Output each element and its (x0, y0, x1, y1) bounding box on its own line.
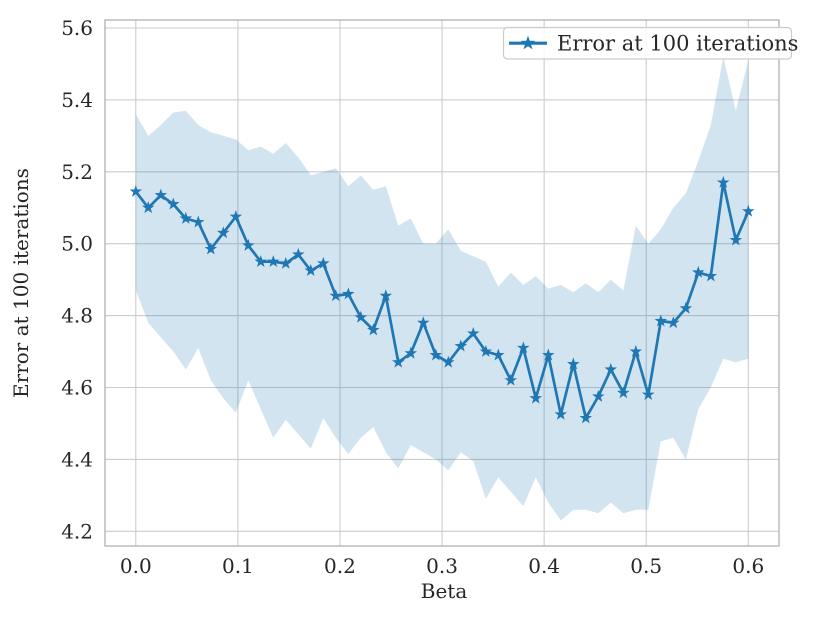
data-point-star (504, 373, 518, 386)
x-tick-label: 0.2 (324, 554, 356, 578)
star-markers (129, 175, 755, 424)
data-point-star (129, 184, 143, 197)
legend-box (502, 26, 793, 60)
x-tick-label: 0.0 (120, 554, 152, 578)
data-point-star (742, 204, 755, 217)
data-point-star (567, 357, 580, 370)
data-point-star (554, 407, 568, 420)
x-tick-label: 0.1 (222, 554, 254, 578)
data-point-star (367, 323, 380, 336)
data-point-star (391, 355, 405, 368)
data-point-star (342, 287, 355, 300)
data-point-star (304, 264, 318, 276)
x-tick-labels: 0.0 0.1 0.2 0.3 0.4 0.5 0.6 (120, 554, 764, 578)
data-point-star (229, 210, 243, 223)
y-tick-label: 4.6 (61, 376, 93, 400)
data-point-star (292, 247, 305, 260)
y-tick-labels: 4.2 4.4 4.6 4.8 5.0 5.2 5.4 5.6 (61, 16, 93, 543)
data-point-star (579, 411, 593, 424)
data-point-star (617, 386, 630, 399)
legend-label: Error at 100 iterations (557, 32, 798, 56)
y-axis-label: Error at 100 iterations (9, 168, 33, 398)
data-point-star (641, 388, 655, 401)
y-tick-label: 4.8 (61, 304, 93, 328)
x-axis-label: Beta (421, 579, 468, 603)
data-point-star (179, 211, 193, 224)
data-point-star (592, 389, 605, 402)
data-point-star (517, 341, 530, 354)
data-point-star (404, 346, 418, 359)
data-point-star (154, 188, 168, 201)
data-point-star (542, 348, 555, 361)
x-tick-label: 0.6 (732, 554, 764, 578)
y-tick-label: 5.0 (61, 232, 93, 256)
data-point-star (442, 355, 455, 368)
x-tick-label: 0.5 (630, 554, 662, 578)
data-point-star (204, 242, 218, 255)
data-point-star (192, 215, 205, 228)
data-point-star (679, 301, 693, 314)
data-point-star (692, 265, 705, 278)
legend: Error at 100 iterations (502, 26, 798, 60)
data-point-star (217, 226, 230, 239)
data-point-star (329, 289, 343, 302)
legend-star-icon (520, 35, 536, 50)
data-point-star (529, 391, 543, 404)
data-point-star (704, 269, 718, 282)
y-tick-label: 5.6 (61, 16, 93, 40)
data-point-star (629, 344, 643, 357)
error-line (134, 181, 750, 420)
y-tick-label: 5.2 (61, 160, 93, 184)
data-point-star (379, 289, 393, 302)
data-point-star (416, 316, 430, 329)
data-point-star (492, 348, 505, 361)
data-point-star (479, 344, 493, 357)
data-point-star (166, 197, 180, 210)
data-point-star (654, 314, 668, 327)
data-point-star (729, 233, 743, 246)
y-tick-label: 4.4 (61, 447, 93, 471)
data-point-star (454, 339, 468, 352)
data-point-star (467, 326, 480, 339)
data-point-star (242, 238, 255, 251)
y-tick-label: 4.2 (61, 519, 93, 543)
gridlines (105, 20, 779, 546)
data-point-star (717, 175, 730, 188)
data-point-star (279, 256, 293, 269)
data-point-star (666, 316, 680, 329)
data-point-star (267, 255, 280, 268)
data-point-star (354, 310, 368, 323)
y-tick-label: 5.4 (61, 88, 93, 112)
data-point-star (141, 201, 155, 214)
data-point-star (604, 362, 618, 375)
data-point-star (317, 256, 330, 269)
x-tick-label: 0.4 (528, 554, 560, 578)
data-point-star (429, 348, 443, 361)
data-point-star (254, 255, 268, 268)
x-tick-label: 0.3 (426, 554, 458, 578)
plot-frame (104, 19, 780, 547)
